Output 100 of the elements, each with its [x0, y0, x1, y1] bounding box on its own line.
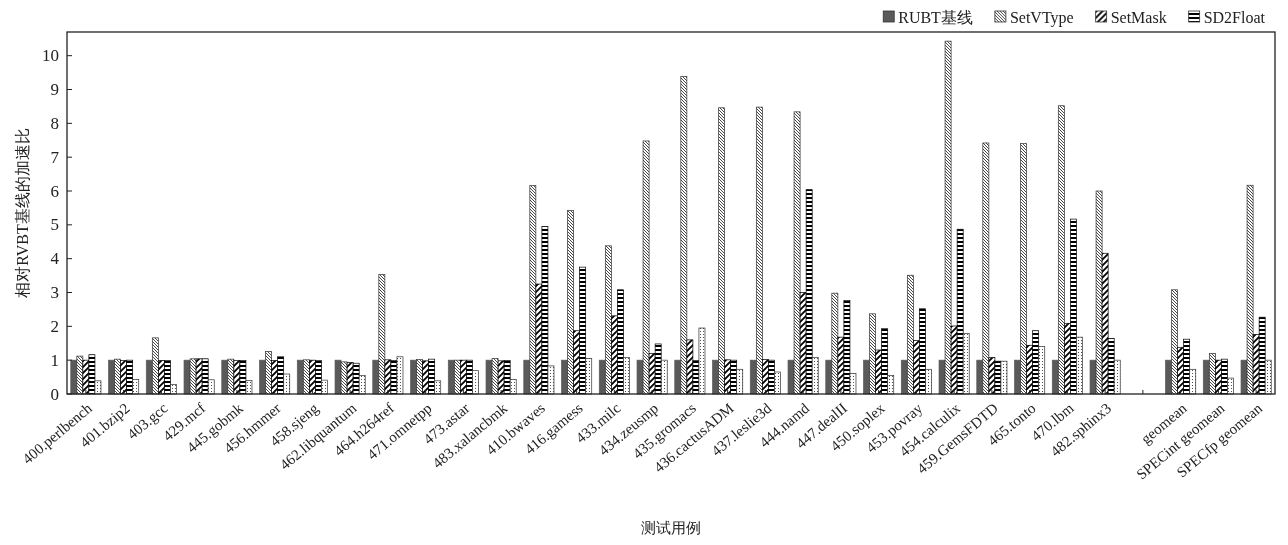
bar — [811, 357, 819, 395]
bar — [1171, 289, 1178, 395]
bar — [988, 357, 996, 395]
bar — [207, 379, 215, 395]
bar — [611, 315, 618, 395]
bar — [1177, 346, 1184, 395]
y-tick-label: 0 — [50, 384, 59, 404]
bar — [1000, 360, 1008, 395]
bar — [466, 359, 473, 395]
bar — [660, 359, 668, 395]
bar — [950, 325, 958, 395]
y-tick-label: 9 — [50, 80, 59, 100]
bar — [164, 360, 171, 395]
bar — [1183, 338, 1191, 395]
bar — [1070, 218, 1077, 395]
legend-label: SetVType — [1009, 8, 1074, 27]
bar — [869, 313, 876, 395]
bar — [396, 356, 404, 395]
bar — [579, 266, 587, 395]
bar — [529, 185, 537, 395]
bar — [718, 107, 725, 395]
y-tick-label: 4 — [50, 249, 60, 269]
bar — [875, 349, 882, 395]
bar — [1057, 105, 1065, 395]
bar — [378, 274, 386, 395]
bar — [94, 380, 102, 395]
bar — [201, 358, 209, 395]
bar — [1020, 143, 1027, 395]
bar — [1227, 377, 1234, 395]
bar — [768, 359, 775, 395]
bar — [680, 75, 688, 395]
bar — [793, 111, 801, 395]
bar — [1064, 322, 1071, 395]
bar — [315, 360, 322, 395]
bar — [428, 358, 436, 395]
bar — [736, 368, 744, 395]
bar — [831, 292, 839, 395]
bar — [585, 358, 593, 395]
bar — [151, 337, 159, 395]
y-tick-label: 1 — [50, 350, 59, 370]
bar — [76, 355, 84, 395]
bar — [573, 330, 580, 395]
bar — [277, 356, 285, 395]
bar — [887, 375, 895, 395]
bar — [604, 245, 612, 395]
bar — [623, 357, 630, 395]
y-tick-label: 6 — [50, 181, 59, 201]
bar — [654, 343, 662, 395]
bar — [422, 360, 429, 395]
bar — [567, 210, 574, 395]
bar — [472, 370, 479, 395]
bar — [698, 327, 706, 395]
bar — [1076, 336, 1083, 395]
bar — [686, 339, 694, 395]
bar — [170, 384, 177, 395]
bar — [881, 328, 889, 395]
bar — [547, 365, 555, 395]
bar — [774, 371, 781, 395]
bar — [805, 189, 813, 395]
bar — [962, 333, 970, 395]
y-tick-label: 8 — [50, 113, 59, 133]
bar — [535, 283, 543, 395]
bar — [434, 380, 442, 395]
y-tick-label: 3 — [50, 283, 59, 302]
bar — [1221, 358, 1228, 395]
x-axis-title: 测试用例 — [641, 520, 701, 536]
bar — [1107, 338, 1115, 395]
bar — [913, 340, 920, 395]
bar — [239, 360, 247, 395]
y-tick-label: 10 — [42, 46, 59, 66]
bar — [1032, 330, 1040, 395]
y-tick-label: 2 — [50, 316, 59, 336]
bar — [88, 354, 96, 395]
legend-label: SetMask — [1110, 8, 1167, 26]
bar — [925, 368, 932, 395]
y-tick-label: 5 — [50, 215, 59, 235]
bar — [617, 289, 624, 395]
bar — [755, 106, 763, 395]
bar — [1264, 359, 1272, 395]
bar — [509, 379, 517, 395]
bar — [1095, 190, 1103, 395]
bar — [503, 360, 511, 395]
bar — [126, 359, 134, 395]
legend-label: SD2Float — [1203, 8, 1266, 26]
bar — [283, 373, 291, 395]
bar — [1189, 368, 1197, 395]
bar — [849, 373, 857, 395]
bar — [956, 228, 964, 395]
bar — [358, 375, 366, 395]
bar — [1113, 359, 1121, 395]
bar — [944, 40, 952, 395]
y-tick-label: 7 — [50, 147, 60, 167]
bar — [1246, 184, 1254, 395]
bar — [1252, 334, 1260, 395]
legend-label: RUBT基线 — [898, 8, 973, 26]
bar — [132, 379, 140, 395]
bar — [245, 380, 253, 395]
y-axis-title: 相对RVBT基线的加速比 — [13, 128, 31, 298]
bar — [906, 274, 914, 395]
bar — [642, 140, 650, 395]
